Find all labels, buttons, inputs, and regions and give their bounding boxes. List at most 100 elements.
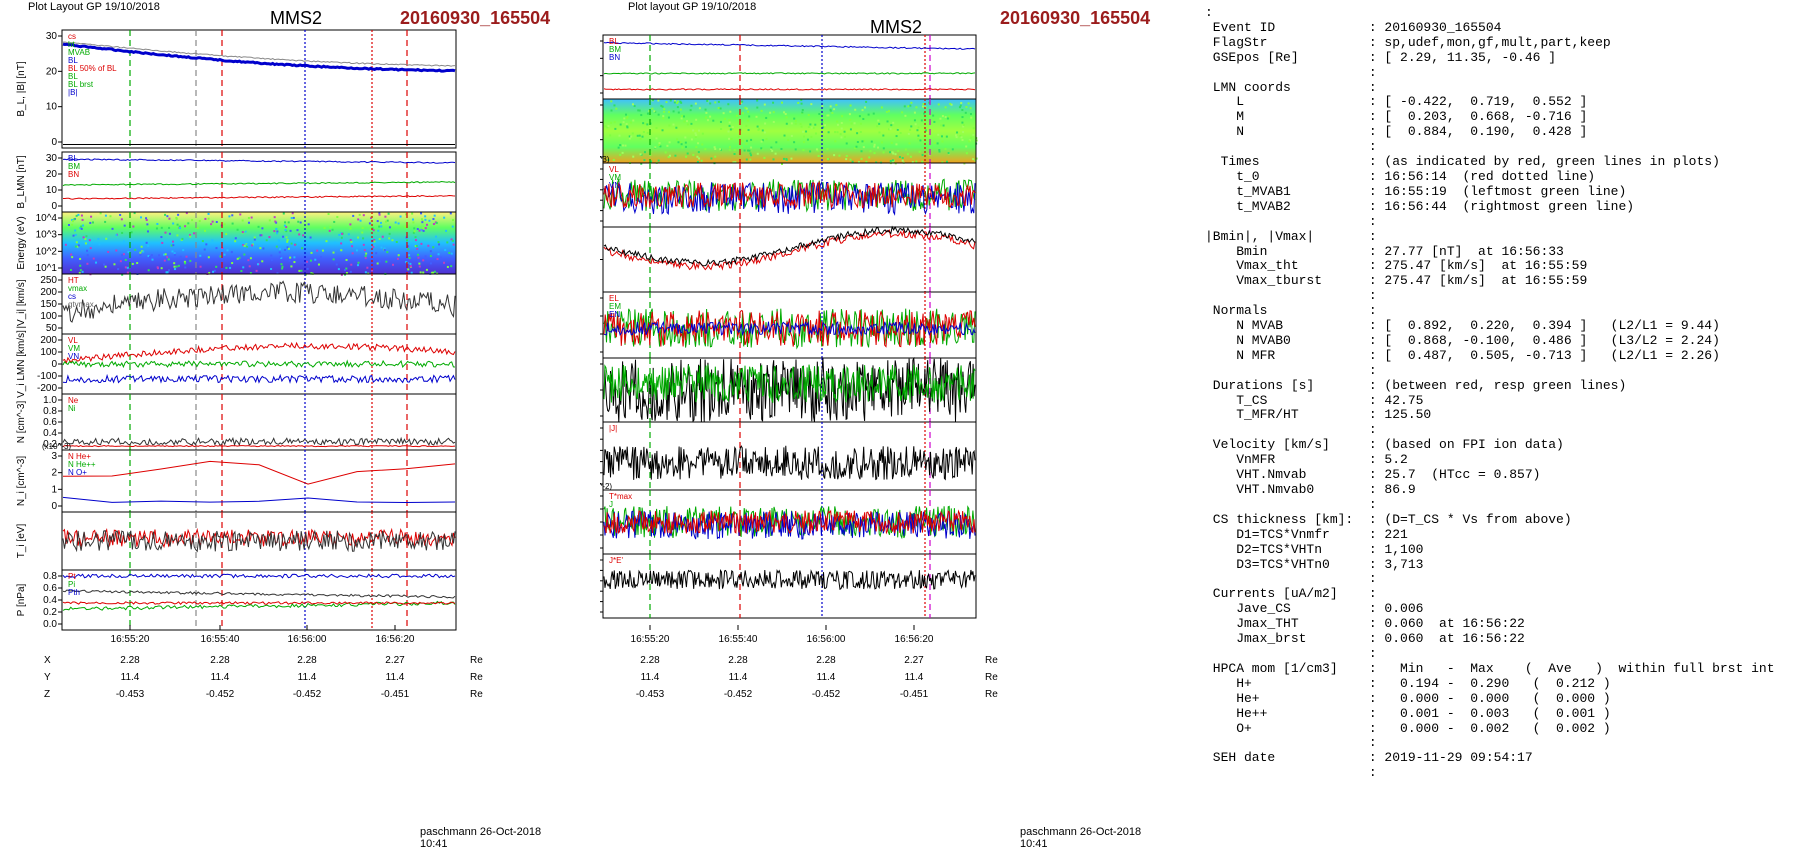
event-summary-text: : Event ID : 20160930_165504 FlagStr : s… bbox=[1205, 5, 1795, 781]
tick-label: 30 bbox=[46, 153, 58, 164]
pos-row-label: Y bbox=[44, 672, 51, 683]
summary-line: D2=TCS*VHTn : 1,100 bbox=[1205, 541, 1424, 557]
summary-line: : bbox=[1205, 5, 1213, 20]
axis-label: T_i [eV] bbox=[16, 524, 27, 559]
series-line bbox=[62, 601, 456, 605]
summary-line: He++ : 0.001 - 0.003 ( 0.001 ) bbox=[1205, 705, 1611, 721]
series-line bbox=[62, 341, 456, 365]
series-line bbox=[62, 373, 456, 384]
pos-row-label: Z bbox=[44, 689, 50, 700]
summary-line: VHT.Nmvab0 : 86.9 bbox=[1205, 482, 1416, 497]
legend-entry: EN bbox=[609, 310, 620, 319]
summary-line: N : [ 0.884, 0.190, 0.428 ] bbox=[1205, 124, 1588, 140]
tick-label: 0.8 bbox=[43, 406, 57, 417]
summary-line: Times : (as indicated by red, green line… bbox=[1205, 154, 1720, 170]
legend-entry: Pth bbox=[68, 588, 80, 597]
tick-label: 0.6 bbox=[43, 583, 57, 594]
series-line bbox=[62, 42, 456, 73]
pos-row-value: -0.453 bbox=[636, 689, 665, 700]
time-tick-label: 16:55:40 bbox=[201, 634, 240, 645]
legend-entry: VL bbox=[68, 336, 78, 345]
panel-5: 100-10E_M [mV m^-1] bbox=[600, 356, 977, 423]
time-tick-label: 16:55:20 bbox=[111, 634, 150, 645]
summary-line: He+ : 0.000 - 0.000 ( 0.000 ) bbox=[1205, 690, 1611, 706]
pos-row-value: 11.4 bbox=[121, 672, 140, 683]
summary-line: Jave_CS : 0.006 bbox=[1205, 601, 1424, 617]
axis-label: V_i LMN [km/s] bbox=[16, 330, 27, 398]
series-line bbox=[603, 509, 976, 535]
tick-label: 0 bbox=[51, 501, 57, 512]
summary-line: Jmax_brst : 0.060 at 16:56:22 bbox=[1205, 631, 1525, 647]
series-line bbox=[62, 41, 456, 67]
summary-line: : bbox=[1205, 765, 1377, 781]
summary-line: Normals : bbox=[1205, 303, 1377, 319]
series-line bbox=[603, 310, 976, 348]
panel-8: 0.40.20.0-0.2-0.4-0.6J*E' [nW m^-3]J*E' bbox=[600, 553, 977, 619]
summary-line: : bbox=[1205, 362, 1377, 378]
scale-label: (x10^-3) bbox=[42, 442, 71, 451]
summary-line: GSEpos [Re] : [ 2.29, 11.35, -0.46 ] bbox=[1205, 49, 1557, 65]
legend-entry: BL bbox=[68, 154, 78, 163]
summary-line: Durations [s] : (between red, resp green… bbox=[1205, 377, 1627, 393]
series-line bbox=[603, 178, 976, 213]
summary-line: L : [ -0.422, 0.719, 0.552 ] bbox=[1205, 94, 1588, 110]
legend-entry: cs bbox=[68, 32, 76, 41]
pos-row-value: -0.452 bbox=[812, 689, 841, 700]
summary-line: t_0 : 16:56:14 (red dotted line) bbox=[1205, 168, 1596, 184]
summary-line: SEH date : 2019-11-29 09:54:17 bbox=[1205, 750, 1533, 766]
panel-3: 10^3T_e [eV] bbox=[600, 225, 977, 293]
pos-row-value: 2.28 bbox=[816, 655, 836, 666]
pos-row-value: -0.453 bbox=[116, 689, 145, 700]
series-line bbox=[603, 225, 976, 267]
panel-frame bbox=[61, 29, 457, 149]
summary-line: N MVAB0 : [ 0.868, -0.100, 0.486 ] (L3/L… bbox=[1205, 332, 1720, 348]
summary-line: O+ : 0.000 - 0.002 ( 0.002 ) bbox=[1205, 720, 1611, 736]
middle-figure: Plot layout GP 19/10/2018 MMS2 20160930_… bbox=[600, 0, 1160, 850]
series-line bbox=[62, 496, 456, 504]
pos-row-value: 11.4 bbox=[729, 672, 748, 683]
legend-entry: BL bbox=[68, 56, 78, 65]
tick-label: 1.0 bbox=[43, 395, 57, 406]
tick-label: 0 bbox=[51, 201, 57, 212]
middle-header-label: Plot layout GP 19/10/2018 bbox=[628, 1, 757, 13]
pos-row-value: -0.452 bbox=[206, 689, 235, 700]
legend-entry: VN bbox=[609, 181, 620, 190]
series-line bbox=[62, 359, 456, 369]
tick-label: 0.0 bbox=[43, 619, 57, 630]
legend-entry: BN bbox=[609, 53, 620, 62]
legend-entry: Pt bbox=[68, 572, 76, 581]
tick-label: -200 bbox=[37, 383, 57, 394]
summary-line: Velocity [km/s] : (based on FPI ion data… bbox=[1205, 437, 1564, 453]
pos-row-unit: Re bbox=[470, 672, 483, 683]
scale-label: (x10^3) bbox=[600, 155, 610, 164]
tick-label: 30 bbox=[46, 31, 58, 42]
pos-row-value: 2.28 bbox=[640, 655, 660, 666]
pos-row-value: 11.4 bbox=[905, 672, 924, 683]
tick-label: 50 bbox=[46, 323, 58, 334]
tick-label: 10^3 bbox=[36, 230, 58, 241]
summary-line: Bmin : 27.77 [nT] at 16:56:33 bbox=[1205, 243, 1564, 259]
tick-label: 10^4 bbox=[36, 213, 58, 224]
tick-label: 0.4 bbox=[43, 595, 57, 606]
series-line bbox=[62, 573, 456, 579]
legend-entry: T*max bbox=[609, 492, 632, 501]
tick-label: 1 bbox=[51, 484, 57, 495]
summary-line: VnMFR : 5.2 bbox=[1205, 452, 1408, 468]
series-line bbox=[603, 510, 976, 540]
legend-entry: Pi bbox=[68, 580, 75, 589]
summary-line: : bbox=[1205, 571, 1377, 587]
pos-row-value: -0.451 bbox=[900, 689, 929, 700]
middle-sc-title: MMS2 bbox=[870, 17, 923, 37]
legend-entry: gtvmax bbox=[68, 300, 94, 309]
left-event-title: 20160930_165504 bbox=[400, 8, 551, 28]
legend-entry: VL bbox=[609, 165, 619, 174]
summary-line: Event ID : 20160930_165504 bbox=[1205, 19, 1502, 35]
pos-row-unit: Re bbox=[985, 689, 998, 700]
tick-label: 200 bbox=[40, 287, 57, 298]
series-line bbox=[603, 180, 976, 210]
pos-row-value: -0.452 bbox=[724, 689, 753, 700]
summary-line: Vmax_tburst : 275.47 [km/s] at 16:55:59 bbox=[1205, 273, 1588, 289]
tick-label: 20 bbox=[46, 66, 58, 77]
